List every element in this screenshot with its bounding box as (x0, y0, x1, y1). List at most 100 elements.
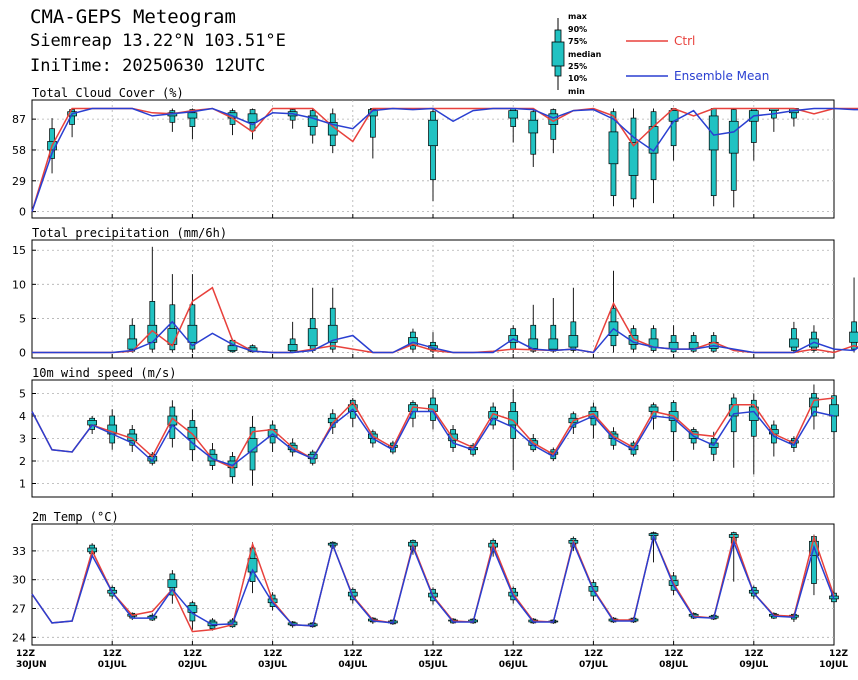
x-tick-label-time: 12Z (504, 649, 524, 659)
x-tick-label-date: 01JUL (98, 660, 127, 670)
y-tick-label: 30 (12, 574, 26, 587)
x-tick-label-time: 12Z (103, 649, 123, 659)
x-tick-label-date: 06JUL (499, 660, 528, 670)
ensemble-box (328, 109, 337, 154)
box-25-75 (609, 132, 618, 164)
x-tick-label-time: 12Z (584, 649, 604, 659)
x-tick-label-date: 04JUL (338, 660, 367, 670)
box-25-75 (709, 116, 718, 150)
ensemble-box (368, 109, 377, 159)
x-tick-label-time: 12Z (744, 649, 764, 659)
ensemble-box (529, 305, 538, 353)
y-tick-label: 27 (12, 603, 26, 616)
ensemble-box (228, 109, 237, 136)
x-tick-label-date: 09JUL (739, 660, 768, 670)
x-tick-label-time: 12Z (183, 649, 203, 659)
x-tick-label-date: 05JUL (419, 660, 448, 670)
ensemble-box (168, 109, 177, 132)
box-25-75 (729, 121, 738, 153)
box-25-75 (228, 346, 237, 351)
ensemble-box (288, 109, 297, 129)
y-tick-label: 33 (12, 545, 26, 558)
box-25-75 (188, 325, 197, 342)
panel-title: 2m Temp (°C) (32, 510, 119, 524)
y-tick-label: 1 (19, 478, 26, 491)
x-tick-label-time: 12Z (829, 649, 849, 659)
ensemble-box (549, 109, 558, 154)
box-25-75 (549, 339, 558, 349)
panel-2: Total precipitation (mm/6h) 0 5 10 15 (12, 226, 858, 360)
y-tick-label: 87 (12, 113, 26, 126)
x-tick-label-date: 02JUL (178, 660, 207, 670)
ensemble-box (629, 109, 638, 208)
x-tick-label-time: 12Z (263, 649, 283, 659)
box-25-75 (509, 111, 518, 118)
x-tick-label-date: 10JUL (819, 660, 848, 670)
x-axis-labels: 12Z30JUN12Z01JUL12Z02JUL12Z03JUL12Z04JUL… (16, 649, 848, 670)
ensemble-box (108, 409, 117, 450)
ensemble-box (188, 274, 197, 352)
box-25-75 (789, 339, 798, 347)
ensemble-box (148, 247, 157, 353)
ensemble-box (609, 109, 618, 207)
y-tick-label: 3 (19, 433, 26, 446)
ensemble-box (669, 400, 678, 461)
panel-3: 10m wind speed (m/s)12345 (19, 366, 839, 497)
panel-title: 10m wind speed (m/s) (32, 366, 177, 380)
ensemble-box (188, 109, 197, 140)
ensemble-box (729, 109, 738, 208)
box-25-75 (188, 113, 197, 118)
box-25-75 (248, 114, 257, 123)
box-25-75 (429, 120, 438, 146)
ensemble-box (769, 109, 778, 132)
box-25-75 (308, 329, 317, 346)
y-tick-label: 24 (12, 631, 26, 644)
ensemble-box (328, 288, 337, 353)
box-25-75 (830, 405, 839, 416)
y-tick-label: 0 (19, 206, 26, 219)
ensemble-box (408, 329, 417, 353)
y-tick-label: 0 (19, 347, 26, 360)
ensemble-box (569, 288, 578, 353)
y-tick-label: 4 (19, 410, 26, 423)
x-tick-label-time: 12Z (16, 649, 36, 659)
box-25-75 (288, 344, 297, 350)
ensemble-box (529, 109, 538, 167)
y-tick-label: 15 (12, 244, 26, 257)
ensemble-box (168, 274, 177, 352)
ensemble-box (489, 403, 498, 430)
ensemble-box (248, 542, 257, 593)
x-tick-label-time: 12Z (343, 649, 363, 659)
box-25-75 (529, 120, 538, 133)
y-tick-label: 5 (19, 312, 26, 325)
x-tick-label-date: 08JUL (659, 660, 688, 670)
x-tick-label-date: 07JUL (579, 660, 608, 670)
box-25-75 (629, 143, 638, 176)
ensemble-box (850, 278, 858, 353)
ensemble-box (709, 109, 718, 207)
panel-title: Total precipitation (mm/6h) (32, 226, 227, 240)
ensemble-box (429, 109, 438, 201)
x-tick-label-time: 12Z (423, 649, 443, 659)
box-10-90 (170, 111, 175, 123)
y-tick-label: 58 (12, 144, 26, 157)
x-tick-label-date: 30JUN (16, 660, 47, 670)
x-tick-label-date: 03JUL (258, 660, 287, 670)
x-tick-label-time: 12Z (664, 649, 684, 659)
box-25-75 (168, 329, 177, 345)
ctrl-line (32, 288, 858, 353)
y-tick-label: 2 (19, 455, 26, 468)
y-tick-label: 10 (12, 278, 26, 291)
ensemble-box (288, 322, 297, 353)
ensemble-box (168, 570, 177, 604)
ensemble-box (669, 109, 678, 161)
box-25-75 (168, 580, 177, 588)
ensemble-box (308, 109, 317, 144)
y-tick-label: 29 (12, 175, 26, 188)
ensemble-box (308, 288, 317, 353)
ensemble-box (509, 109, 518, 143)
ensemble-box (248, 416, 257, 486)
box-25-75 (850, 332, 858, 342)
panel-4: 2m Temp (°C) 24 27 30 33 (12, 510, 839, 645)
